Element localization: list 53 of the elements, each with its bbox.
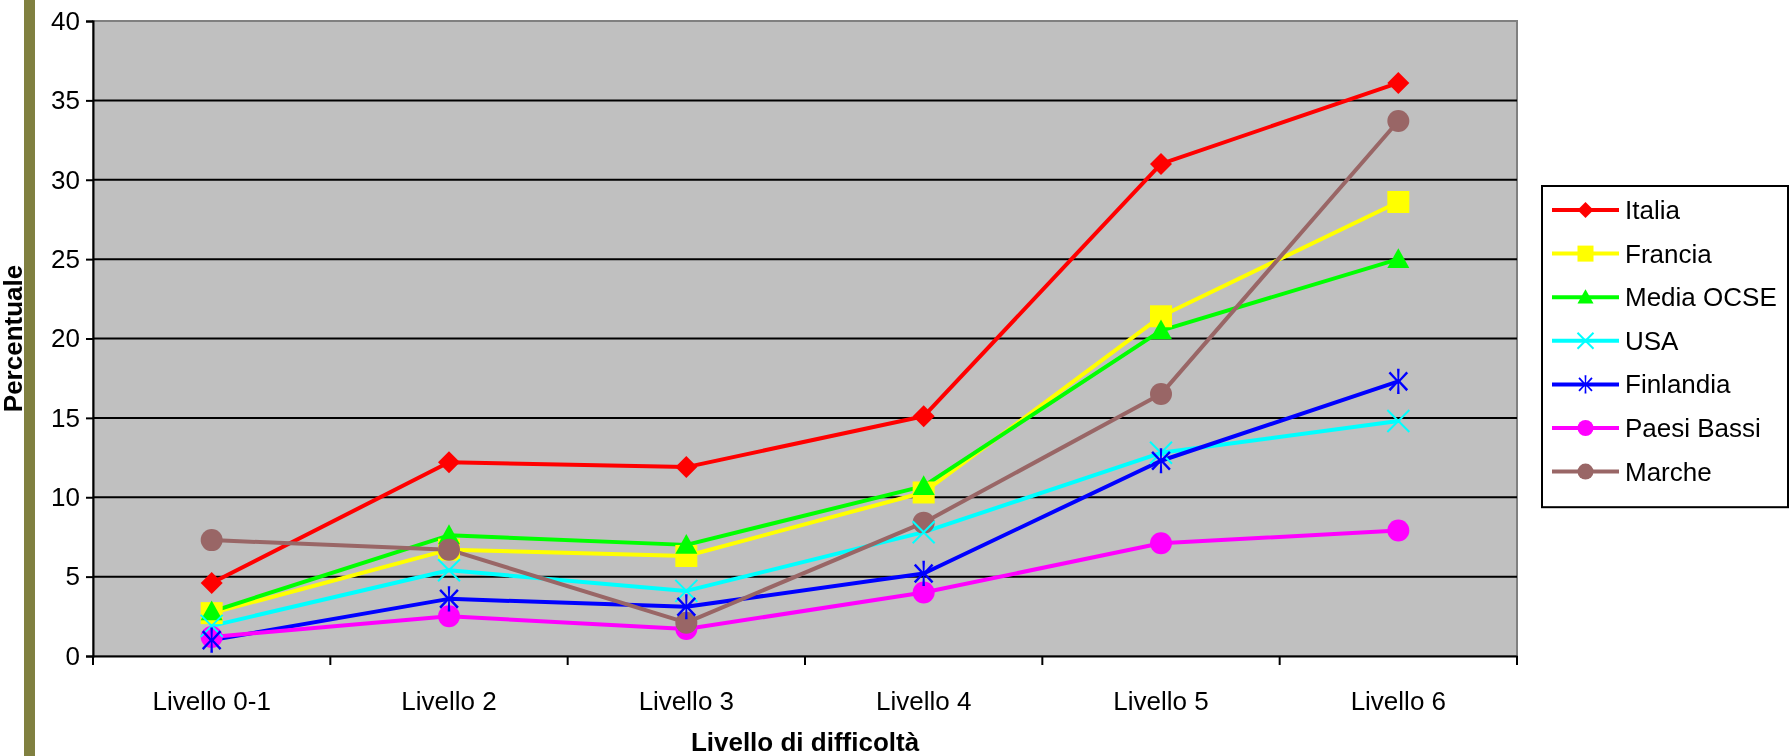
point — [200, 529, 223, 552]
point — [675, 456, 698, 479]
legend-label: Francia — [1625, 238, 1713, 269]
point — [912, 581, 935, 604]
point — [438, 451, 460, 474]
point — [1150, 532, 1172, 555]
legend-label: USA — [1625, 325, 1680, 356]
x-axis-title: Livello di difficoltà — [690, 727, 920, 756]
point — [1387, 71, 1410, 94]
y-tick-label: 20 — [51, 323, 80, 354]
x-tick-label: Livello 4 — [875, 686, 972, 717]
point — [675, 533, 698, 554]
x-tick-label: Livello 3 — [638, 686, 735, 717]
point — [437, 558, 461, 583]
y-tick-label: 15 — [51, 402, 80, 433]
x-tick-label: Livello 5 — [1113, 686, 1209, 717]
point — [912, 475, 935, 495]
point — [913, 560, 934, 587]
point — [1387, 519, 1410, 542]
point — [438, 605, 460, 628]
point — [1388, 368, 1409, 394]
point — [912, 405, 935, 428]
y-tick-label: 0 — [65, 640, 80, 671]
y-axis-title: Percentuale — [0, 264, 28, 413]
legend-label: Marche — [1625, 456, 1712, 487]
x-tick-label: Livello 6 — [1350, 686, 1447, 717]
legend-label: Finlandia — [1625, 369, 1732, 400]
point — [1386, 409, 1411, 434]
x-tick-label: Livello 0-1 — [152, 686, 271, 717]
point — [911, 520, 936, 545]
y-tick-label: 25 — [51, 243, 80, 274]
legend-label: Italia — [1625, 195, 1681, 225]
point — [200, 571, 223, 594]
point — [1387, 190, 1410, 213]
point — [201, 627, 222, 653]
y-tick-label: 30 — [51, 164, 80, 195]
point — [675, 611, 698, 634]
point — [1151, 448, 1171, 474]
point — [1150, 305, 1172, 328]
x-tick-label: Livello 2 — [401, 686, 497, 717]
point — [1387, 248, 1410, 268]
point — [1150, 383, 1172, 406]
y-tick-label: 35 — [51, 85, 80, 116]
y-tick-label: 40 — [51, 5, 80, 36]
legend-label: Media OCSE — [1625, 282, 1777, 313]
point — [676, 594, 697, 620]
point — [1387, 110, 1410, 133]
point — [439, 586, 459, 612]
legend-label: Paesi Bassi — [1625, 413, 1761, 443]
point — [1150, 319, 1172, 340]
y-tick-label: 10 — [51, 482, 80, 513]
y-tick-label: 5 — [65, 561, 80, 592]
point — [1150, 152, 1172, 175]
